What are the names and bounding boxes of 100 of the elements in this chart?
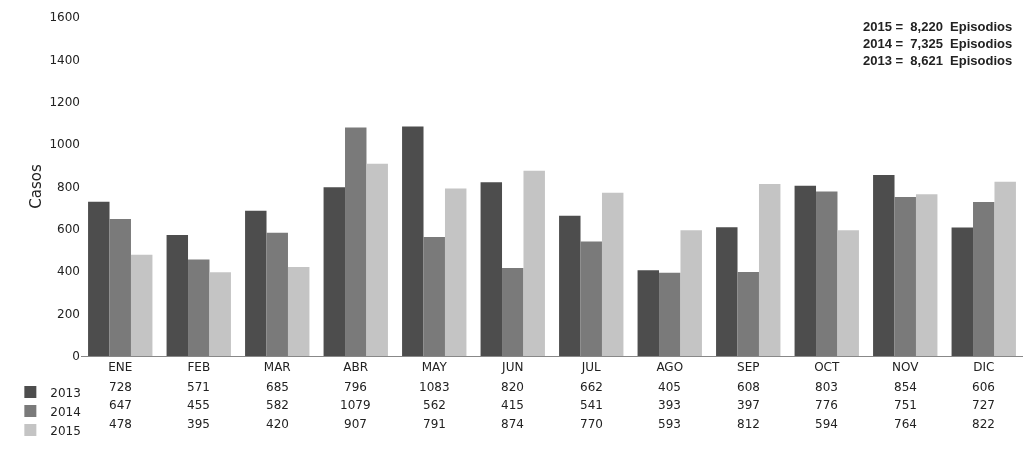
x-tick-label: DIC bbox=[973, 360, 995, 375]
data-label: 571 bbox=[187, 380, 210, 394]
data-label: 812 bbox=[737, 417, 760, 431]
bar bbox=[366, 163, 388, 356]
bar bbox=[637, 270, 660, 356]
data-label: 593 bbox=[658, 417, 681, 431]
data-label: 764 bbox=[894, 417, 917, 431]
legend-label: 2015 bbox=[50, 423, 81, 438]
x-tick-label: SEP bbox=[737, 360, 760, 375]
x-tick-label: JUN bbox=[501, 360, 524, 375]
bar bbox=[894, 196, 916, 356]
data-label: 751 bbox=[894, 398, 917, 412]
y-tick-label: 200 bbox=[57, 306, 80, 321]
bar bbox=[816, 191, 838, 356]
y-axis-title: Casos bbox=[27, 164, 45, 209]
data-label: 397 bbox=[737, 398, 760, 412]
annotation: 2013 = 8,621 Episodios bbox=[863, 53, 1013, 68]
bar bbox=[266, 232, 288, 356]
bar bbox=[345, 127, 367, 356]
data-label: 541 bbox=[580, 398, 603, 412]
data-label: 1079 bbox=[340, 398, 371, 412]
annotation: 2015 = 8,220 Episodios bbox=[863, 19, 1013, 34]
data-label: 854 bbox=[894, 380, 917, 394]
bar bbox=[109, 218, 131, 356]
y-tick-label: 600 bbox=[57, 222, 80, 237]
y-tick-label: 0 bbox=[72, 349, 80, 364]
bar bbox=[737, 271, 759, 356]
bar bbox=[601, 192, 624, 356]
bar bbox=[680, 230, 702, 356]
data-label: 393 bbox=[658, 398, 681, 412]
data-label: 647 bbox=[109, 398, 132, 412]
x-tick-label: MAY bbox=[421, 360, 448, 375]
data-label: 874 bbox=[501, 417, 524, 431]
y-tick-label: 400 bbox=[57, 264, 80, 279]
bar bbox=[287, 267, 310, 356]
bar bbox=[402, 126, 424, 356]
bar bbox=[915, 194, 938, 356]
x-tick-label: OCT bbox=[814, 360, 840, 375]
data-label: 727 bbox=[972, 398, 995, 412]
bar bbox=[716, 227, 738, 356]
x-tick-label: NOV bbox=[892, 360, 920, 375]
data-label: 594 bbox=[815, 417, 838, 431]
y-tick-label: 1000 bbox=[49, 137, 80, 152]
bar bbox=[580, 241, 602, 356]
bar bbox=[502, 268, 524, 356]
bar bbox=[794, 185, 817, 356]
bar bbox=[758, 183, 781, 356]
x-tick-label: ABR bbox=[343, 360, 369, 375]
data-label: 776 bbox=[815, 398, 838, 412]
data-label: 395 bbox=[187, 417, 210, 431]
data-label: 907 bbox=[344, 417, 367, 431]
bar bbox=[444, 188, 467, 356]
bar bbox=[973, 201, 995, 356]
y-tick-label: 800 bbox=[57, 179, 80, 194]
bar bbox=[245, 210, 267, 356]
data-label: 770 bbox=[580, 417, 603, 431]
bar bbox=[480, 182, 503, 356]
x-tick-label: ENE bbox=[108, 360, 133, 375]
bar bbox=[130, 254, 153, 356]
bar bbox=[323, 187, 346, 356]
x-tick-label: AGO bbox=[656, 360, 684, 375]
bar bbox=[523, 170, 545, 356]
bar bbox=[166, 235, 189, 356]
data-label: 415 bbox=[501, 398, 524, 412]
data-label: 662 bbox=[580, 380, 603, 394]
data-label: 791 bbox=[423, 417, 446, 431]
data-label: 405 bbox=[658, 380, 681, 394]
data-label: 562 bbox=[423, 398, 446, 412]
y-tick-label: 1200 bbox=[49, 94, 80, 109]
data-label: 608 bbox=[737, 380, 760, 394]
bar bbox=[88, 201, 110, 356]
bar bbox=[837, 230, 859, 356]
data-label: 685 bbox=[266, 380, 289, 394]
bar bbox=[994, 181, 1016, 356]
data-label: 728 bbox=[109, 380, 132, 394]
bar bbox=[873, 175, 895, 356]
data-label: 606 bbox=[972, 380, 995, 394]
x-tick-label: JUL bbox=[580, 360, 602, 375]
y-tick-label: 1600 bbox=[49, 10, 80, 25]
bar bbox=[559, 215, 581, 356]
bar bbox=[659, 272, 681, 356]
data-label: 420 bbox=[266, 417, 289, 431]
y-tick-label: 1400 bbox=[49, 52, 80, 67]
data-label: 1083 bbox=[419, 380, 450, 394]
bar bbox=[209, 272, 231, 356]
bar bbox=[951, 227, 974, 356]
bar bbox=[188, 259, 210, 356]
legend-label: 2014 bbox=[50, 404, 81, 419]
x-tick-label: MAR bbox=[263, 360, 291, 375]
data-label: 803 bbox=[815, 380, 838, 394]
data-label: 455 bbox=[187, 398, 210, 412]
data-label: 822 bbox=[972, 417, 995, 431]
data-label: 820 bbox=[501, 380, 524, 394]
data-label: 796 bbox=[344, 380, 367, 394]
legend-label: 2013 bbox=[50, 385, 81, 400]
data-label: 478 bbox=[109, 417, 132, 431]
bar bbox=[423, 236, 445, 356]
annotation: 2014 = 7,325 Episodios bbox=[863, 36, 1013, 51]
x-tick-label: FEB bbox=[187, 360, 211, 375]
data-label: 582 bbox=[266, 398, 289, 412]
